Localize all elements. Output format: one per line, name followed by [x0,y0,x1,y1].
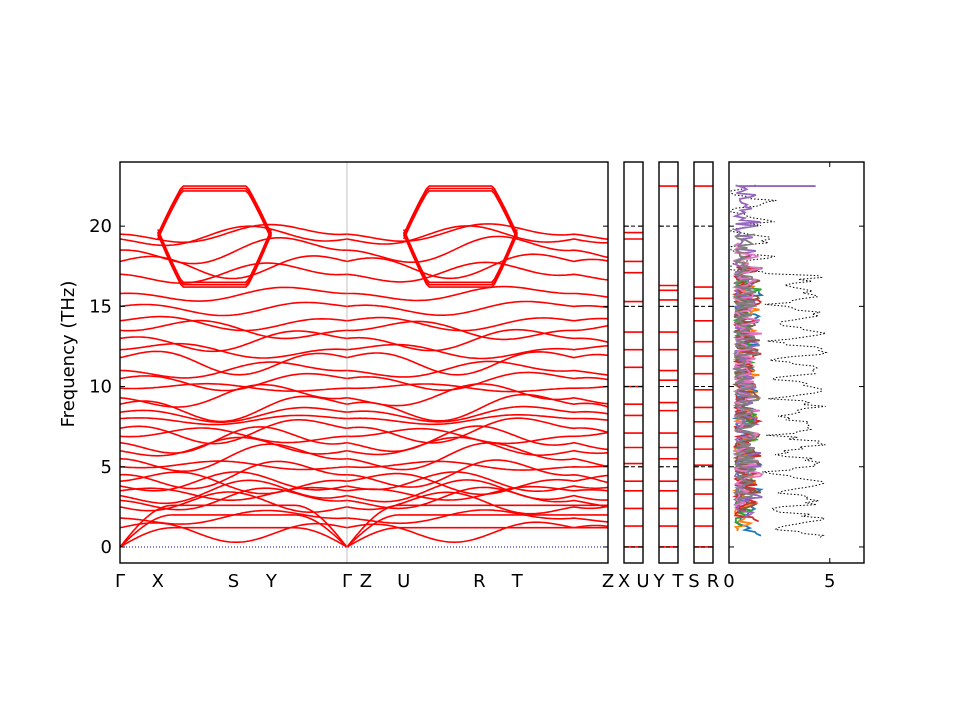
plot-area [730,184,828,538]
band-line [120,328,608,353]
band-line [402,185,518,235]
x-tick-label: X [618,571,630,592]
band-line [157,190,273,240]
band-line [402,231,518,286]
x-tick-label: T [511,571,524,592]
plot-area [694,185,713,548]
band-line [402,187,518,237]
band-line [120,427,608,445]
x-tick-label: R [707,571,720,592]
band-line [120,319,608,341]
panel-frame [623,161,644,564]
x-tick-label: 0 [723,571,734,592]
x-tick-label: T [672,571,685,592]
x-tick-label: U [397,571,410,592]
y-tick-label: 20 [89,216,112,237]
x-tick-label: Z [360,571,372,592]
panel-frame [119,161,609,564]
y-tick-label: 5 [101,457,112,478]
band-line [120,235,608,265]
band-line [157,231,273,286]
band-line [120,509,608,525]
x-tick-label: S [688,571,699,592]
band-line [120,371,608,392]
band-line [120,491,608,515]
x-tick-label: Y [653,571,666,592]
band-line [120,285,608,302]
band-line [120,261,608,284]
plot-area [624,231,643,548]
y-tick-label: 10 [89,377,112,398]
band-line [120,223,608,244]
band-line [402,190,518,240]
dos-total-line [730,184,828,538]
band-line [157,229,273,284]
x-tick-label: S [228,571,239,592]
plot-area [120,162,608,563]
x-tick-label: Z [602,571,614,592]
band-line [120,460,608,471]
band-line [120,315,608,332]
band-line [120,300,608,317]
band-line [120,360,608,379]
x-tick-label: Γ [115,571,125,592]
x-tick-label: 5 [824,571,835,592]
band-line [120,253,608,280]
panel-frame [658,161,679,564]
band-line [157,233,273,288]
dos-partial-line [732,184,763,518]
band-line [120,526,608,548]
band-line [120,521,608,544]
band-line [120,417,608,445]
band-line [402,233,518,288]
plot-area [659,185,678,548]
y-tick-label: 0 [101,537,112,558]
panel-frame [693,161,714,564]
y-tick-label: 15 [89,296,112,317]
y-axis-title: Frequency (THz) [58,281,79,428]
band-line [120,414,608,426]
band-line [120,459,608,490]
band-line [120,405,608,423]
x-tick-label: Γ [342,571,352,592]
band-line [157,187,273,237]
band-line [402,229,518,284]
band-line [120,393,608,423]
dos-partial-line [732,233,762,503]
band-line [120,436,608,457]
band-line [120,504,608,548]
x-tick-label: X [152,571,164,592]
band-line [157,185,273,235]
y-axis-title-group: Frequency (THz) [58,281,79,428]
band-line [120,342,608,360]
x-tick-label: Y [265,571,278,592]
panel-frame [728,161,865,564]
x-tick-label: U [636,571,649,592]
band-line [120,382,608,393]
band-line [120,350,608,376]
x-tick-label: R [473,571,486,592]
band-line [120,225,608,247]
